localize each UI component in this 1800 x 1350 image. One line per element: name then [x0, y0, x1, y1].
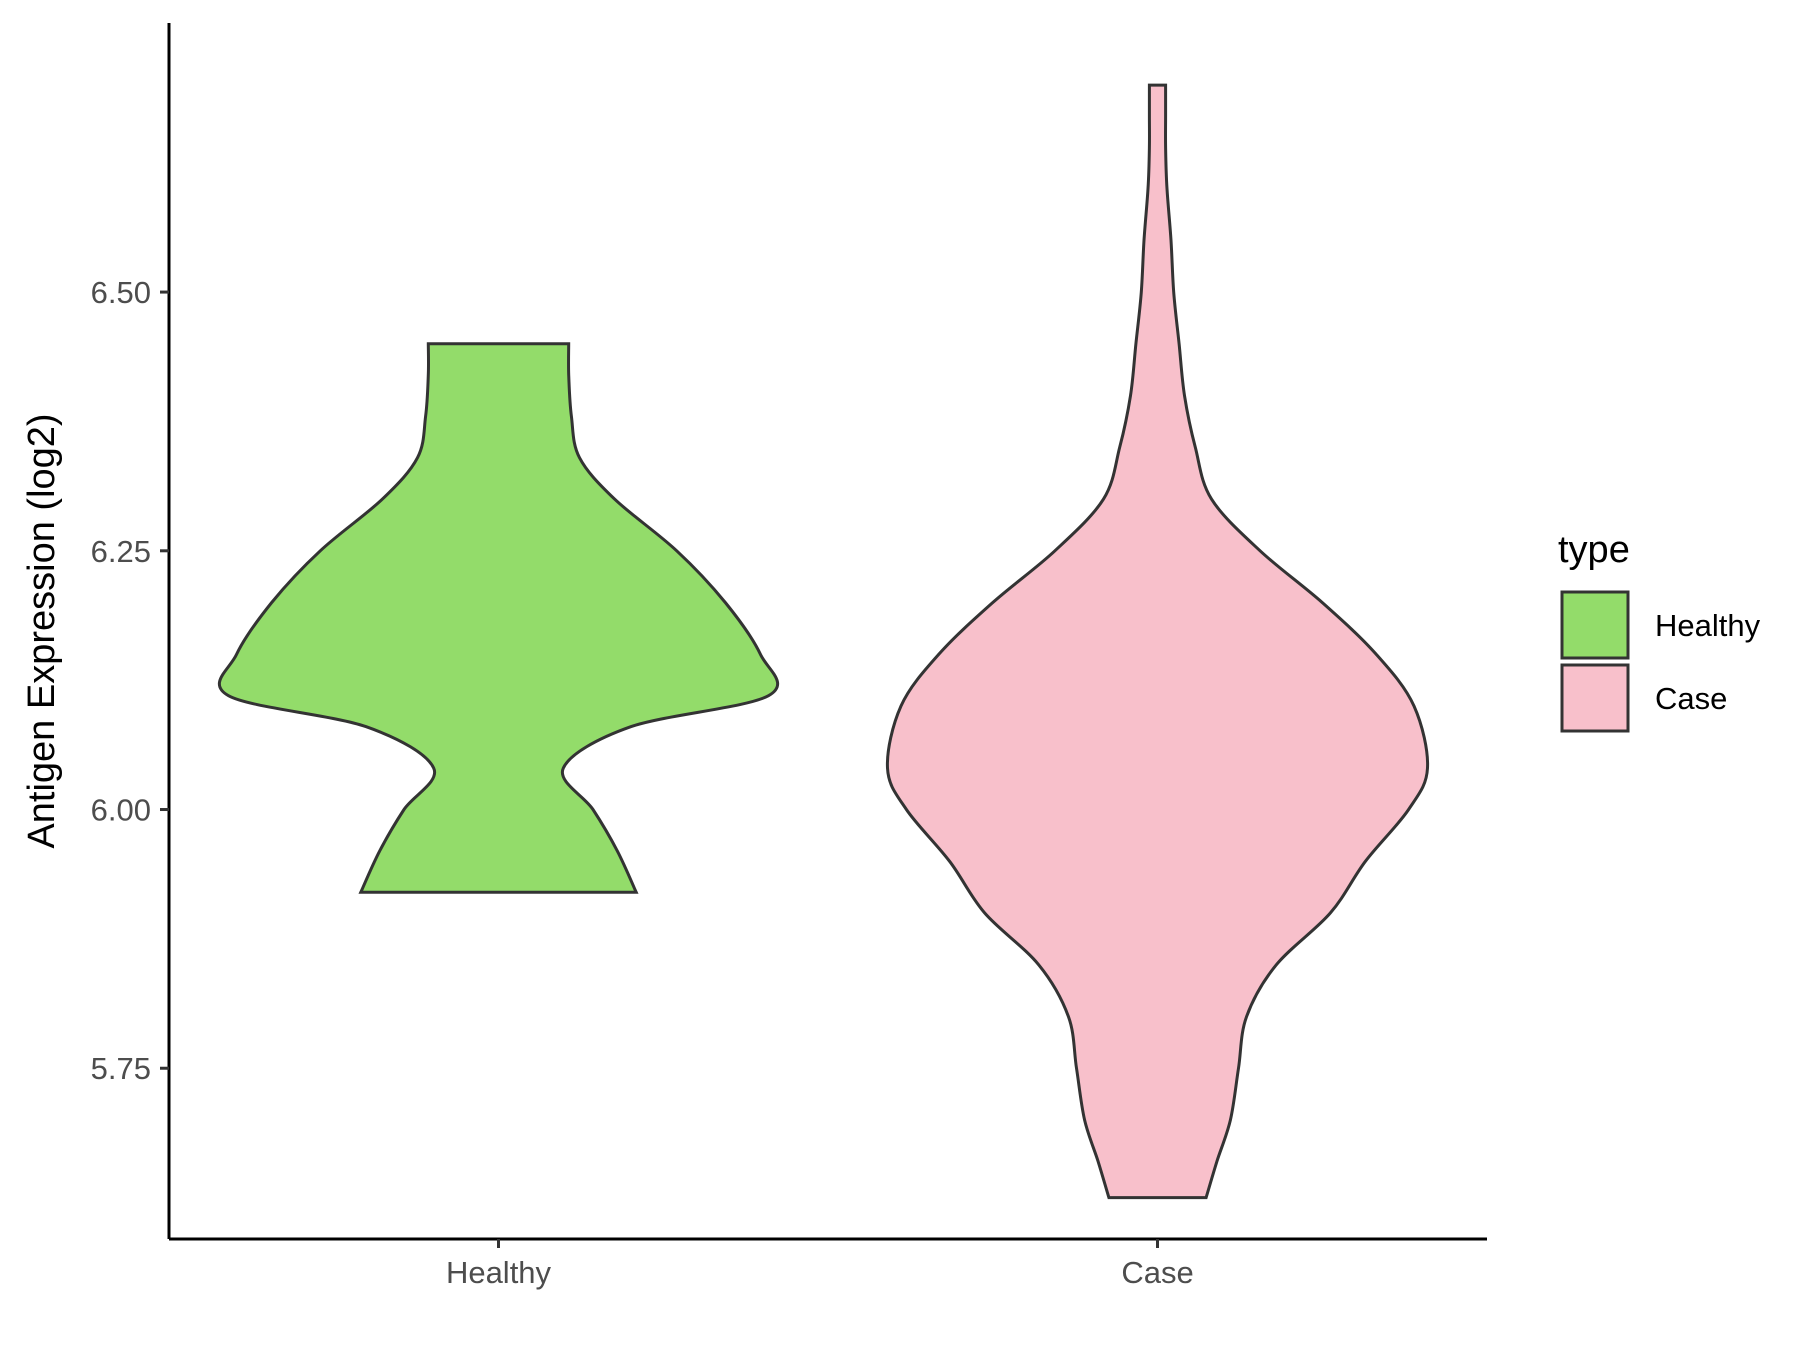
legend: type Healthy Case — [1558, 529, 1761, 733]
y-tick-label: 6.50 — [91, 275, 151, 310]
legend-key-case — [1560, 663, 1630, 733]
y-tick-label: 6.25 — [91, 534, 151, 569]
y-axis-ticks: 5.75 6.00 6.25 6.50 — [91, 275, 169, 1086]
y-axis-title: Antigen Expression (log2) — [21, 413, 63, 848]
legend-label-healthy: Healthy — [1655, 608, 1761, 643]
x-tick-label-healthy: Healthy — [446, 1255, 552, 1290]
x-axis-ticks: Healthy Case — [446, 1239, 1194, 1290]
y-tick-label: 6.00 — [91, 793, 151, 828]
legend-title: type — [1558, 529, 1630, 571]
violin-case — [885, 83, 1430, 1200]
y-tick-label: 5.75 — [91, 1051, 151, 1086]
violin-layer — [217, 83, 1430, 1200]
x-tick-label-case: Case — [1121, 1255, 1193, 1290]
legend-key-healthy — [1560, 590, 1630, 660]
violin-healthy — [217, 342, 780, 894]
legend-label-case: Case — [1655, 681, 1727, 716]
